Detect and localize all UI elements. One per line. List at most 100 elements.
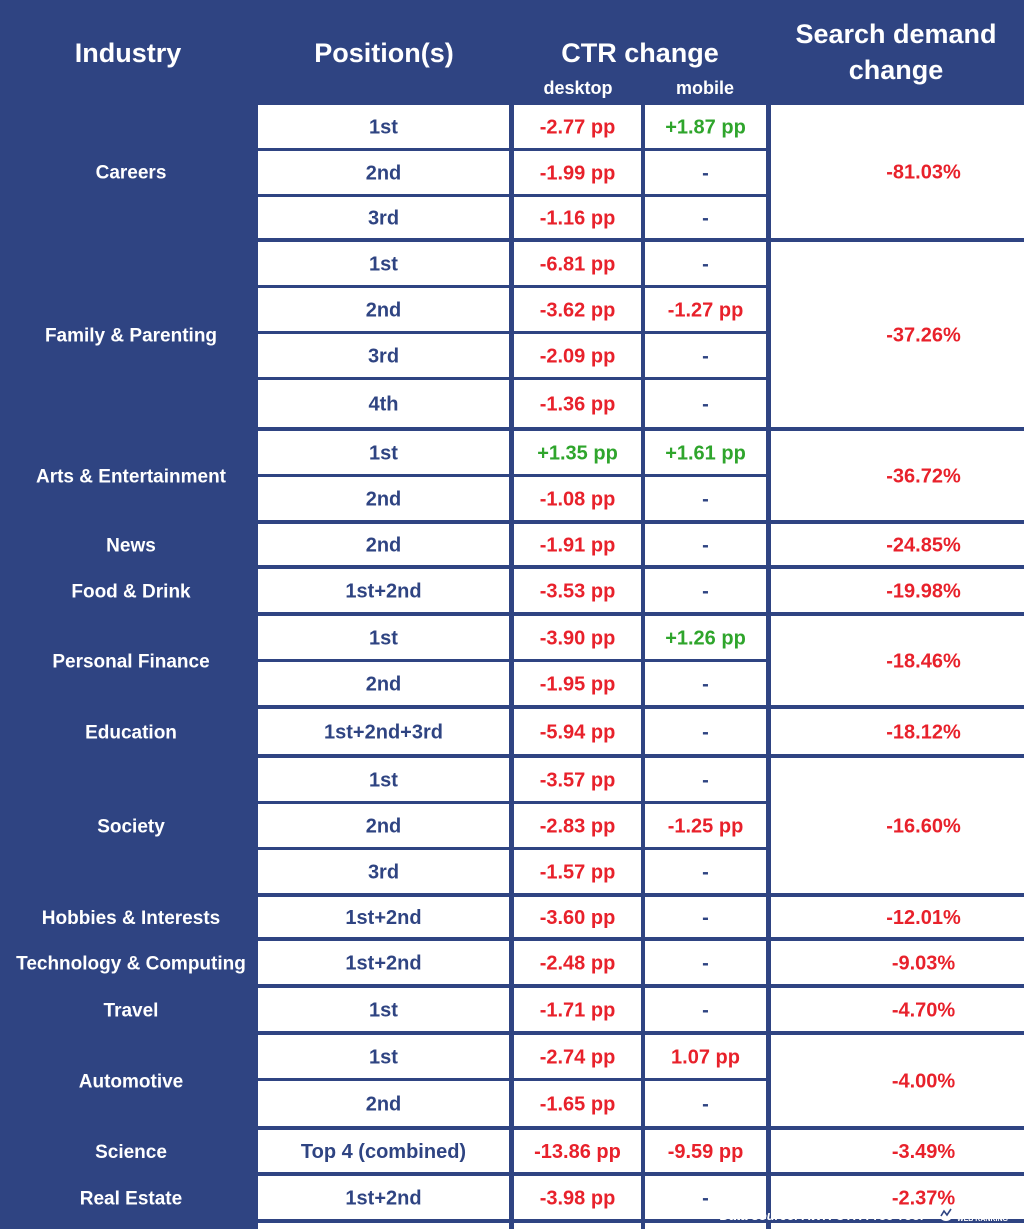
position-label: 2nd: [366, 1094, 402, 1116]
table-cell: [514, 709, 641, 754]
industry-cell: [0, 988, 254, 1031]
ctr-mobile-value: -: [702, 1000, 709, 1022]
table-cell: [258, 1130, 509, 1172]
industry-label: Society: [97, 817, 165, 838]
table-cell: [258, 850, 509, 893]
table-cell: [258, 662, 509, 705]
position-label: 1st: [369, 628, 398, 650]
table-cell: [258, 197, 509, 238]
search-demand-value: -24.85%: [886, 535, 961, 557]
table-cell: [258, 431, 509, 474]
search-demand-value: -12.01%: [886, 907, 961, 929]
ctr-mobile-value: -: [702, 770, 709, 792]
demand-cell: [771, 1176, 1024, 1219]
table-cell: [645, 242, 766, 285]
ctr-desktop-value: -3.90 pp: [540, 628, 616, 650]
industry-label: Real Estate: [80, 1189, 182, 1210]
industry-cell: [0, 431, 254, 520]
search-demand-value: -2.37%: [892, 1188, 956, 1210]
table-cell: [645, 1223, 766, 1229]
header-ctr-change: CTR change: [561, 38, 719, 68]
industry-label: Education: [85, 723, 177, 744]
ctr-desktop-value: -1.16 pp: [540, 208, 616, 230]
header-positions: Position(s): [314, 38, 454, 68]
position-label: 4th: [369, 394, 399, 416]
position-label: 1st+2nd: [345, 1188, 421, 1210]
table-cell: [514, 151, 641, 194]
ctr-desktop-value: -3.98 pp: [540, 1188, 616, 1210]
position-label: 3rd: [368, 208, 399, 230]
table-cell: [258, 380, 509, 427]
industry-cell: [0, 616, 254, 705]
table-cell: [514, 288, 641, 331]
ctr-desktop-value: -1.91 pp: [540, 535, 616, 557]
table-cell: [645, 431, 766, 474]
industry-cell: [0, 941, 254, 984]
table-cell: [645, 197, 766, 238]
table-cell: [258, 897, 509, 937]
table-cell: [514, 569, 641, 612]
data-source-note: Data source: AWR CTR Free Tool: [720, 1208, 925, 1223]
search-demand-value: -16.60%: [886, 816, 961, 838]
ctr-mobile-value: -1.25 pp: [668, 816, 744, 838]
position-label: 1st: [369, 117, 398, 139]
table-cell: [514, 850, 641, 893]
awr-logo-line2: WEB RANKING: [957, 1216, 1008, 1223]
table-cell: [514, 897, 641, 937]
table-cell: [645, 758, 766, 801]
industry-label: Travel: [104, 1001, 159, 1022]
ctr-mobile-value: -1.27 pp: [668, 300, 744, 322]
industry-label: Technology & Computing: [16, 954, 246, 975]
table-cell: [645, 380, 766, 427]
search-demand-value: -19.98%: [886, 581, 961, 603]
awr-logo-mark: [940, 1208, 952, 1217]
table-cell: [514, 758, 641, 801]
table-cell: [645, 1081, 766, 1126]
table-cell: [258, 1223, 509, 1229]
ctr-desktop-value: -2.09 pp: [540, 346, 616, 368]
industry-cell: [0, 569, 254, 612]
table-cell: [645, 524, 766, 565]
demand-cell: [771, 758, 1024, 893]
demand-cell: [771, 1035, 1024, 1126]
header-search-demand-line2: change: [849, 55, 944, 85]
search-demand-value: -9.03%: [892, 953, 956, 975]
industry-label: Personal Finance: [52, 652, 209, 673]
table-cell: [514, 334, 641, 377]
search-demand-value: -36.72%: [886, 466, 961, 488]
ctr-desktop-value: -1.71 pp: [540, 1000, 616, 1022]
industry-label: Automotive: [79, 1072, 184, 1093]
position-label: 1st+2nd+3rd: [324, 722, 443, 744]
industry-label: News: [106, 536, 156, 557]
table-cell: [645, 1176, 766, 1219]
table-cell: [514, 941, 641, 984]
demand-cell: [771, 242, 1024, 427]
search-demand-value: -3.49%: [892, 1141, 956, 1163]
ctr-mobile-value: +1.26 pp: [665, 628, 746, 650]
position-label: 2nd: [366, 535, 402, 557]
awr-logo: Advanced WEB RANKING: [939, 1207, 1008, 1223]
demand-cell: [771, 431, 1024, 520]
search-demand-value: -81.03%: [886, 162, 961, 184]
ctr-mobile-value: -: [702, 581, 709, 603]
position-label: 1st+2nd: [345, 953, 421, 975]
industry-cell: [0, 1130, 254, 1172]
table-cell: [514, 804, 641, 847]
table-cell: [258, 804, 509, 847]
header-mobile: mobile: [676, 78, 734, 98]
demand-cell: [771, 569, 1024, 612]
industry-cell: [0, 242, 254, 427]
table-cell: [645, 569, 766, 612]
table-cell: [258, 1176, 509, 1219]
ctr-mobile-value: -: [702, 674, 709, 696]
table-cell: [514, 431, 641, 474]
awr-logo-line1: Advanced: [957, 1207, 990, 1214]
table-cell: [645, 151, 766, 194]
ctr-desktop-value: -2.83 pp: [540, 816, 616, 838]
table-cell: [258, 477, 509, 520]
industry-label: Careers: [96, 163, 167, 184]
ctr-desktop-value: -1.57 pp: [540, 862, 616, 884]
ctr-desktop-value: -6.81 pp: [540, 254, 616, 276]
industry-cell: [0, 524, 254, 565]
ctr-mobile-value: -9.59 pp: [668, 1141, 744, 1163]
